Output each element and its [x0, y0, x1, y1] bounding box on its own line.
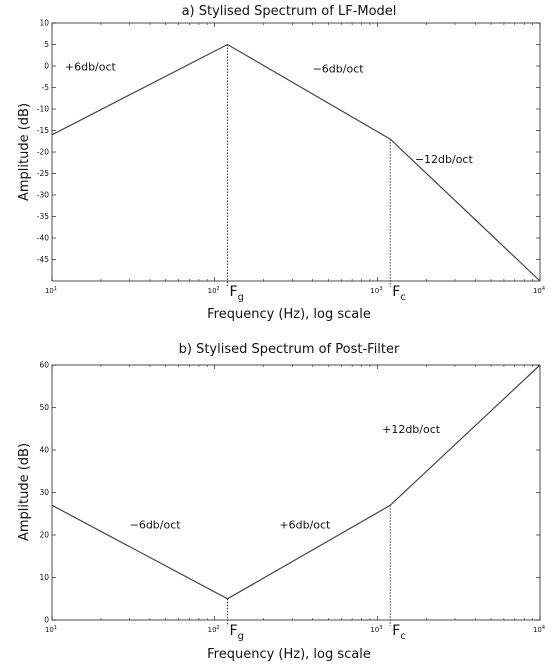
- chart-a-y-tick-label: -40: [37, 234, 49, 243]
- chart-a-y-tick-label: -35: [37, 212, 49, 221]
- chart-b-x-axis-label: Frequency (Hz), log scale: [207, 647, 371, 662]
- chart-b-x-tick-label: 104: [533, 625, 545, 634]
- chart-a-x-tick-label: 102: [208, 286, 220, 295]
- chart-a-series-line: [51, 43, 541, 282]
- chart-b-series-line: [51, 364, 541, 600]
- chart-b-y-tick-label: 40: [39, 446, 49, 455]
- chart-b-x-tick-label: 101: [45, 625, 57, 634]
- chart-a-marker-label: Fc: [392, 284, 406, 303]
- chart-a-y-tick-label: 10: [39, 19, 49, 28]
- chart-b-marker-label: Fc: [392, 623, 406, 642]
- chart-b-markers: Fg Fc: [227, 505, 406, 642]
- chart-a: a) Stylised Spectrum of LF-Model 10 5 0 -5 -…: [17, 4, 545, 322]
- chart-b-y-tick-label: 50: [39, 403, 49, 412]
- chart-a-slope-annotation: −6db/oct: [313, 62, 365, 75]
- chart-a-marker-label: Fg: [230, 284, 244, 303]
- chart-b-title: b) Stylised Spectrum of Post-Filter: [179, 342, 400, 357]
- chart-a-y-tick-label: -45: [37, 255, 49, 264]
- chart-b-slope-annotation: −6db/oct: [130, 519, 182, 532]
- chart-b-annotations: −6db/oct +6db/oct +12db/oct: [130, 423, 441, 532]
- chart-b-y-tick-label: 20: [39, 531, 49, 540]
- chart-a-x-tick-label: 101: [45, 286, 57, 295]
- chart-b-slope-annotation: +6db/oct: [279, 519, 331, 532]
- chart-a-x-tick-label: 103: [370, 286, 382, 295]
- chart-b-marker-label: Fg: [230, 623, 244, 642]
- chart-a-x-ticks: 101 102 103 104: [45, 23, 545, 295]
- chart-a-x-tick-label: 104: [533, 286, 545, 295]
- chart-a-x-axis-label: Frequency (Hz), log scale: [207, 307, 371, 322]
- chart-a-y-tick-label: 5: [44, 40, 49, 49]
- chart-a-y-tick-label: -10: [37, 105, 49, 114]
- chart-a-y-ticks: 10 5 0 -5 -10 -15 -20 -25 -30 -35 -40 -45: [37, 19, 540, 264]
- chart-a-y-axis-label: Amplitude (dB): [17, 103, 32, 201]
- chart-b-y-tick-label: 0: [44, 616, 49, 625]
- chart-a-y-tick-label: 0: [44, 62, 49, 71]
- chart-b-y-ticks: 0 10 20 30 40 50 60: [39, 361, 540, 625]
- chart-a-slope-annotation: +6db/oct: [65, 60, 117, 73]
- chart-a-markers: Fg Fc: [227, 44, 406, 303]
- chart-b-x-ticks: 101 102 103 104: [45, 365, 545, 634]
- chart-a-y-tick-label: -5: [42, 83, 50, 92]
- chart-a-y-tick-label: -25: [37, 169, 49, 178]
- chart-b: b) Stylised Spectrum of Post-Filter 0102…: [17, 342, 545, 662]
- chart-b-y-axis-label: Amplitude (dB): [17, 443, 32, 541]
- chart-b-y-tick-label: 60: [39, 361, 49, 370]
- chart-a-y-tick-label: -30: [37, 191, 49, 200]
- chart-a-slope-annotation: −12db/oct: [415, 153, 474, 166]
- chart-b-x-tick-label: 103: [370, 625, 382, 634]
- chart-b-plot-frame: [51, 364, 541, 621]
- chart-b-x-tick-label: 102: [208, 625, 220, 634]
- chart-a-y-tick-label: -15: [37, 126, 49, 135]
- chart-a-y-tick-label: -20: [37, 148, 49, 157]
- chart-b-y-tick-label: 10: [39, 573, 49, 582]
- chart-b-y-tick-label: 30: [39, 488, 49, 497]
- chart-a-annotations: +6db/oct −6db/oct −12db/oct: [65, 60, 474, 165]
- chart-a-title: a) Stylised Spectrum of LF-Model: [182, 4, 397, 19]
- chart-b-slope-annotation: +12db/oct: [382, 423, 441, 436]
